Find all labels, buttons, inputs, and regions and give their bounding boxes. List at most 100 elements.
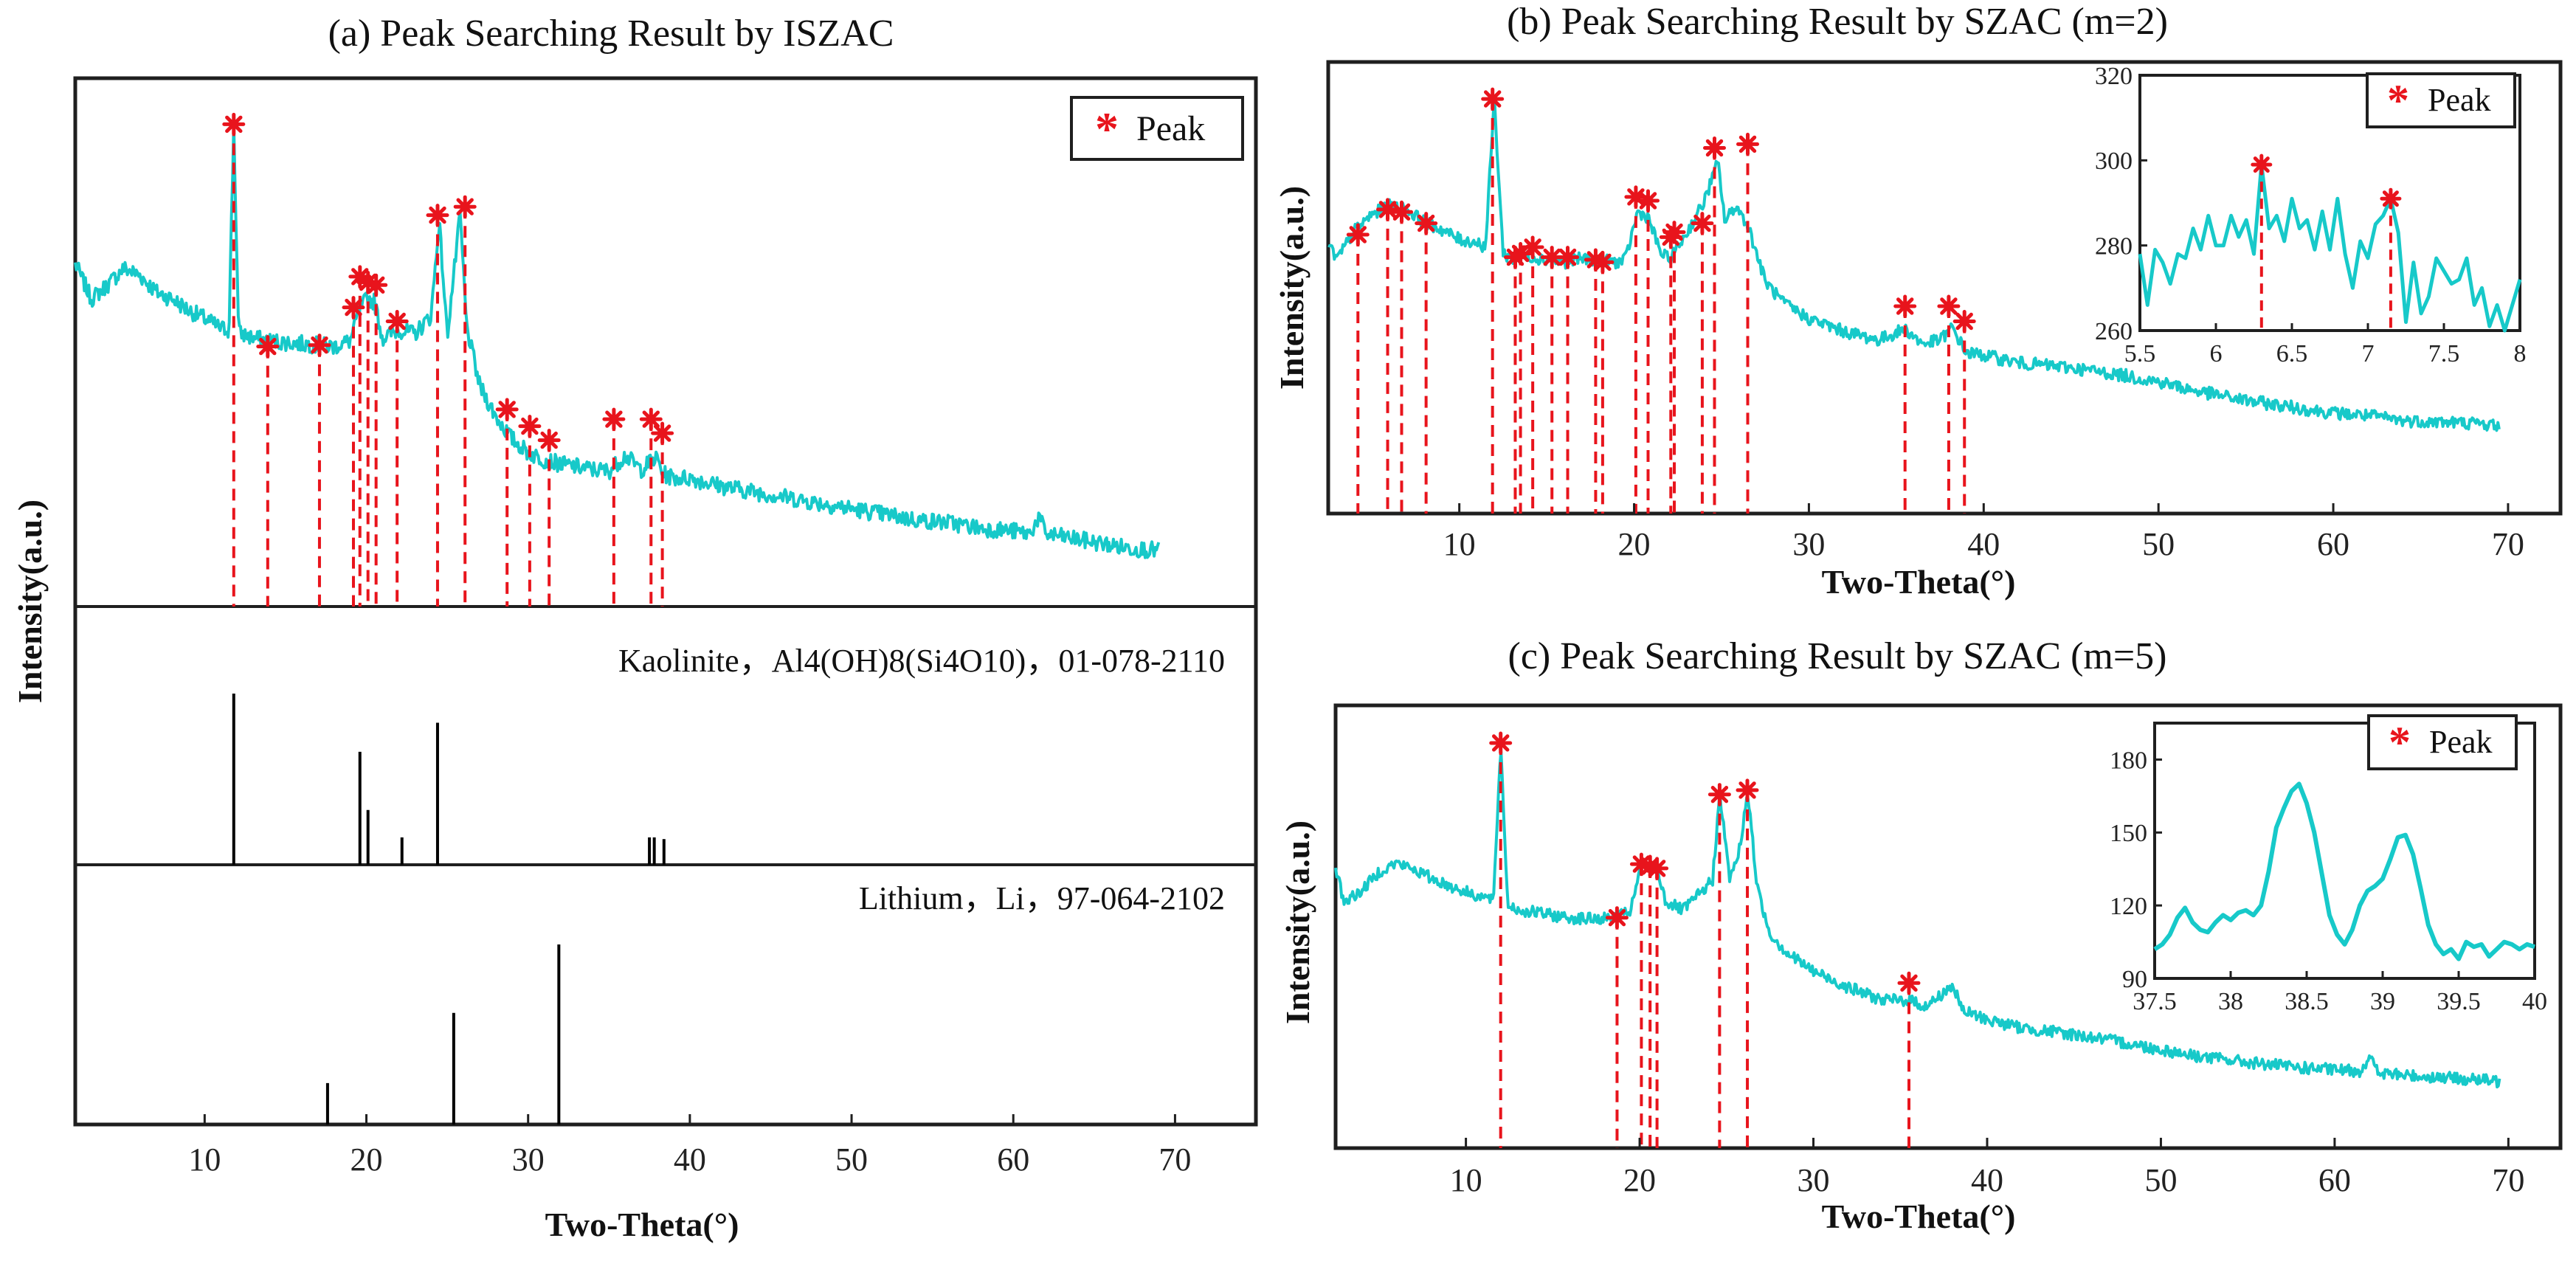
- panel-b-peak-marker: [1540, 246, 1564, 269]
- panel-a-plot: 10 20 30 40 50 60 70: [74, 112, 1191, 1178]
- panel-b-peak-marker: [1893, 294, 1917, 318]
- panel-a-peak-marker: [342, 296, 365, 319]
- panel-a-peak-marker: [639, 407, 663, 431]
- panel-c-inset-xtick-label: 40: [2522, 988, 2547, 1015]
- panel-b-frame: [1326, 60, 2563, 516]
- panel-b-peak-marker: [1736, 132, 1759, 156]
- panel-b-inset-ytick-label: 300: [2095, 148, 2133, 175]
- panel-a-title: (a) Peak Searching Result by ISZAC: [328, 13, 894, 55]
- panel-c-xtick-label: 10: [1450, 1162, 1482, 1198]
- panel-a-peak-marker: [537, 429, 561, 452]
- panel-b: (b) Peak Searching Result by SZAC (m=2) …: [1273, 1, 2563, 601]
- panel-c-inset-frame: [2153, 722, 2536, 980]
- panel-b-inset-legend-box: [2366, 72, 2516, 128]
- panel-b-inset-legend: * Peak: [2366, 72, 2516, 128]
- panel-c-xrd-line: [1334, 750, 2501, 1089]
- panel-b-ylabel: Intensity(a.u.): [1273, 186, 1311, 390]
- panel-c-inset-legend-label: Peak: [2429, 724, 2493, 760]
- panel-a-xtick-label: 50: [835, 1141, 868, 1178]
- panel-c-inset-line: [2153, 781, 2535, 961]
- panel-b-xtick-label: 20: [1618, 526, 1651, 562]
- panel-b-peak-marker: [1556, 246, 1579, 269]
- panel-c-inset-xtick-label: 38.5: [2285, 988, 2329, 1015]
- panel-a-peak-marker: [356, 271, 380, 294]
- panel-b-peak-marker: [1376, 198, 1399, 221]
- panel-b-peak-marker: [1415, 212, 1438, 235]
- panel-a-peak-marker: [365, 273, 388, 297]
- panel-c-peak-marker: [1638, 854, 1662, 878]
- panel-c-frame: [1333, 703, 2563, 1150]
- panel-a-xtick-label: 20: [351, 1141, 383, 1178]
- panel-c-title: (c) Peak Searching Result by SZAC (m=5): [1508, 635, 2167, 677]
- panel-a-peak-marker: [308, 334, 331, 357]
- panel-a-peak-marker: [453, 195, 477, 218]
- panel-b-plot: 10 20 30 40 50 60 70: [1327, 87, 2524, 562]
- panel-b-peak-marker: [1481, 87, 1505, 111]
- panel-b-inset-xtick-label: 7.5: [2428, 340, 2460, 367]
- panel-c-inset-xtick-label: 39: [2370, 988, 2395, 1015]
- panel-b-xtick-label: 40: [1967, 526, 2000, 562]
- panel-b-peak-marker: [1691, 212, 1714, 235]
- panel-b-peak-marker: [1637, 189, 1660, 213]
- panel-c-ylabel: Intensity(a.u.): [1279, 820, 1316, 1024]
- panel-a-xlabel: Two-Theta(°): [545, 1206, 739, 1243]
- panel-c-xtick-label: 40: [1971, 1162, 2003, 1198]
- panel-a-legend-label: Peak: [1136, 109, 1205, 148]
- panel-b-peak-marker: [1521, 235, 1544, 259]
- panel-a-peak-marker: [602, 407, 626, 431]
- panel-c-inset-legend: * Peak: [2367, 714, 2518, 770]
- panel-b-peak-marker: [1662, 221, 1686, 244]
- panel-b-inset: 5.5 6 6.5 7 7.5 8 260 280 300 320 * Peak: [2088, 63, 2546, 367]
- panel-c-peak-marker: [1646, 857, 1669, 880]
- panel-b-inset-legend-marker: *: [2387, 76, 2409, 125]
- panel-b-peak-marker: [1952, 310, 1976, 333]
- panel-a-xtick-label: 70: [1158, 1141, 1191, 1178]
- panel-a-xtick-label: 10: [188, 1141, 221, 1178]
- panel-c-xlabel: Two-Theta(°): [1822, 1198, 2016, 1235]
- panel-b-inset-xtick-label: 7: [2362, 340, 2375, 367]
- panel-c-xtick-label: 50: [2144, 1162, 2177, 1198]
- panel-b-xtick-label: 60: [2317, 526, 2349, 562]
- panel-b-peak-marker: [1390, 200, 1413, 224]
- panel-c-inset: 37.5 38 38.5 39 39.5 40 90 120 150 180 * Peak: [2096, 713, 2547, 1015]
- panel-c-xtick-label: 60: [2318, 1162, 2351, 1198]
- panel-a-frame: [73, 76, 1258, 1127]
- panel-c-plot: 10 20 30 40 50 60 70: [1334, 731, 2524, 1198]
- panel-c-inset-legend-box: [2367, 714, 2518, 770]
- panel-c-peak-marker: [1707, 783, 1731, 806]
- panel-b-inset-peak-marker: [2251, 153, 2273, 176]
- panel-b-inset-ytick-label: 280: [2095, 233, 2133, 260]
- panel-c-inset-plot: 37.5 38 38.5 39 39.5 40 90 120 150 180: [2110, 747, 2547, 1015]
- panel-b-inset-xtick-label: 5.5: [2124, 340, 2156, 367]
- panel-a-ref-label-lithium: Lithium，Li，97-064-2102: [859, 880, 1225, 916]
- panel-a: (a) Peak Searching Result by ISZAC 10 20 3…: [11, 13, 1258, 1243]
- panel-b-inset-xtick-label: 6: [2210, 340, 2223, 367]
- panel-b-title: (b) Peak Searching Result by SZAC (m=2): [1507, 1, 2168, 43]
- panel-c: (c) Peak Searching Result by SZAC (m=5) …: [1279, 635, 2563, 1235]
- panel-a-peak-marker: [651, 421, 674, 445]
- panel-b-peak-marker: [1624, 185, 1648, 209]
- panel-a-peak-marker: [222, 112, 246, 136]
- panel-b-inset-ytick-label: 320: [2095, 63, 2133, 90]
- panel-a-legend-marker: *: [1095, 103, 1119, 155]
- panel-a-xrd-line: [74, 122, 1161, 559]
- panel-b-xtick-label: 10: [1443, 526, 1476, 562]
- panel-c-xtick-label: 70: [2492, 1162, 2524, 1198]
- panel-c-peak-marker: [1605, 906, 1629, 930]
- panel-a-ylabel: Intensity(a.u.): [11, 500, 49, 703]
- panel-c-inset-ytick-label: 150: [2110, 820, 2147, 847]
- panel-b-inset-ytick-label: 260: [2095, 318, 2133, 345]
- panel-b-peak-marker: [1584, 248, 1607, 272]
- panel-a-peak-marker: [518, 415, 542, 438]
- panel-a-xtick-label: 30: [512, 1141, 545, 1178]
- panel-b-inset-plot: 5.5 6 6.5 7 7.5 8 260 280 300 320: [2095, 63, 2527, 367]
- panel-c-peak-marker: [1897, 971, 1921, 995]
- panel-b-xtick-label: 30: [1792, 526, 1825, 562]
- panel-c-inset-ytick-label: 180: [2110, 747, 2147, 774]
- panel-a-peak-marker: [426, 204, 449, 227]
- panel-b-inset-xtick-label: 8: [2514, 340, 2527, 367]
- panel-b-inset-line: [2138, 162, 2522, 333]
- panel-b-inset-peak-marker: [2380, 187, 2402, 210]
- panel-c-peak-marker: [1489, 731, 1513, 755]
